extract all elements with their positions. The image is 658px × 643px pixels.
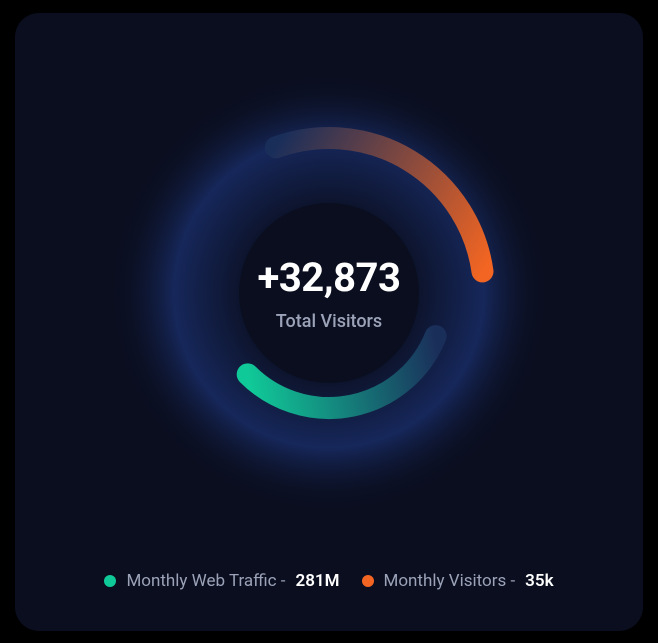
- center-metric: +32,873 Total Visitors: [258, 254, 401, 332]
- legend-dot-traffic: [104, 575, 116, 587]
- legend-label-traffic: Monthly Web Traffic -: [126, 571, 285, 591]
- legend-item-traffic: Monthly Web Traffic - 281M: [104, 571, 339, 591]
- radial-chart: +32,873 Total Visitors: [109, 73, 549, 513]
- visitors-card: +32,873 Total Visitors Monthly Web Traff…: [15, 13, 643, 631]
- metric-value: +32,873: [258, 254, 401, 301]
- metric-label: Total Visitors: [258, 311, 401, 332]
- legend-item-visitors: Monthly Visitors - 35k: [362, 571, 554, 591]
- legend-value-traffic: 281M: [295, 571, 339, 591]
- legend-label-visitors: Monthly Visitors -: [384, 571, 516, 591]
- legend-dot-visitors: [362, 575, 374, 587]
- legend-value-visitors: 35k: [525, 571, 553, 591]
- legend: Monthly Web Traffic - 281M Monthly Visit…: [15, 571, 643, 591]
